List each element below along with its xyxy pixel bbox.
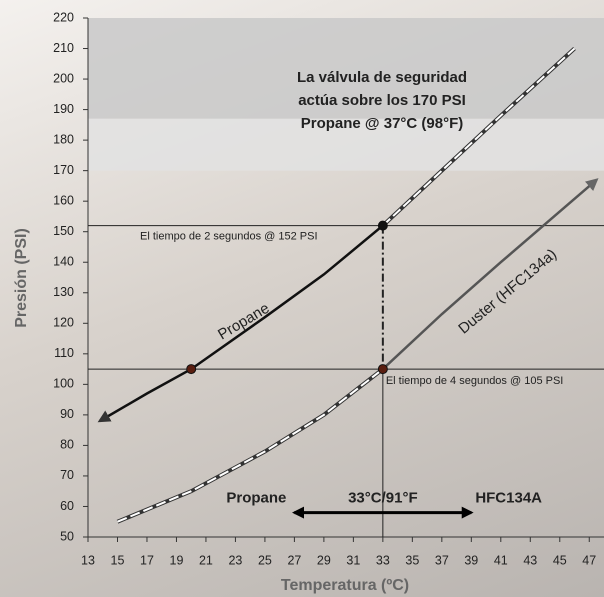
annotation: El tiempo de 4 segundos @ 105 PSI xyxy=(386,375,564,387)
y-tick-label: 80 xyxy=(60,438,74,452)
marker xyxy=(377,220,388,231)
range-label: Propane xyxy=(226,490,286,507)
x-tick-label: 47 xyxy=(582,553,596,567)
y-tick-label: 170 xyxy=(53,163,74,177)
y-tick-label: 210 xyxy=(53,41,74,55)
x-tick-label: 41 xyxy=(494,553,508,567)
y-tick-label: 220 xyxy=(53,10,74,24)
series-label: Propane xyxy=(215,300,272,344)
annotation: La válvula de seguridad xyxy=(297,69,467,86)
y-tick-label: 200 xyxy=(53,71,74,85)
range-label: 33°C/91°F xyxy=(348,490,418,507)
y-tick-label: 60 xyxy=(60,499,74,513)
x-tick-label: 37 xyxy=(435,553,449,567)
y-tick-label: 120 xyxy=(53,316,74,330)
series-line xyxy=(382,178,599,371)
x-tick-label: 39 xyxy=(464,553,478,567)
x-tick-label: 17 xyxy=(140,553,154,567)
x-tick-label: 43 xyxy=(523,553,537,567)
y-tick-label: 190 xyxy=(53,102,74,116)
threshold-band xyxy=(88,118,604,171)
annotation: actúa sobre los 170 PSI xyxy=(298,92,466,109)
y-axis-title: Presión (PSI) xyxy=(13,228,30,328)
series-line xyxy=(117,368,384,523)
y-tick-label: 130 xyxy=(53,285,74,299)
marker xyxy=(377,364,388,375)
y-tick-label: 70 xyxy=(60,468,74,482)
x-tick-label: 29 xyxy=(317,553,331,567)
annotation: Propane @ 37°C (98°F) xyxy=(301,115,464,132)
y-tick-label: 50 xyxy=(60,529,74,543)
series-label: Duster (HFC134a) xyxy=(455,246,560,338)
y-tick-label: 110 xyxy=(54,346,74,360)
x-tick-label: 13 xyxy=(81,553,95,567)
annotation: El tiempo de 2 segundos @ 152 PSI xyxy=(140,231,318,243)
x-axis-title: Temperatura (ºC) xyxy=(281,577,409,594)
y-tick-label: 140 xyxy=(53,255,74,269)
x-tick-label: 15 xyxy=(111,553,125,567)
y-tick-label: 160 xyxy=(53,193,74,207)
series-line xyxy=(382,47,576,227)
range-label: HFC134A xyxy=(475,490,542,507)
y-tick-label: 90 xyxy=(60,407,74,421)
x-tick-label: 45 xyxy=(553,553,567,567)
y-tick-label: 150 xyxy=(53,224,74,238)
x-tick-label: 21 xyxy=(199,553,213,567)
x-tick-label: 31 xyxy=(346,553,360,567)
x-tick-label: 33 xyxy=(376,553,390,567)
x-tick-label: 23 xyxy=(228,553,242,567)
series-line xyxy=(97,224,384,423)
x-tick-label: 27 xyxy=(287,553,301,567)
x-tick-label: 25 xyxy=(258,553,272,567)
x-tick-label: 19 xyxy=(170,553,184,567)
y-tick-label: 180 xyxy=(53,132,74,146)
marker xyxy=(186,364,197,375)
y-tick-label: 100 xyxy=(53,377,74,391)
x-tick-label: 35 xyxy=(405,553,419,567)
